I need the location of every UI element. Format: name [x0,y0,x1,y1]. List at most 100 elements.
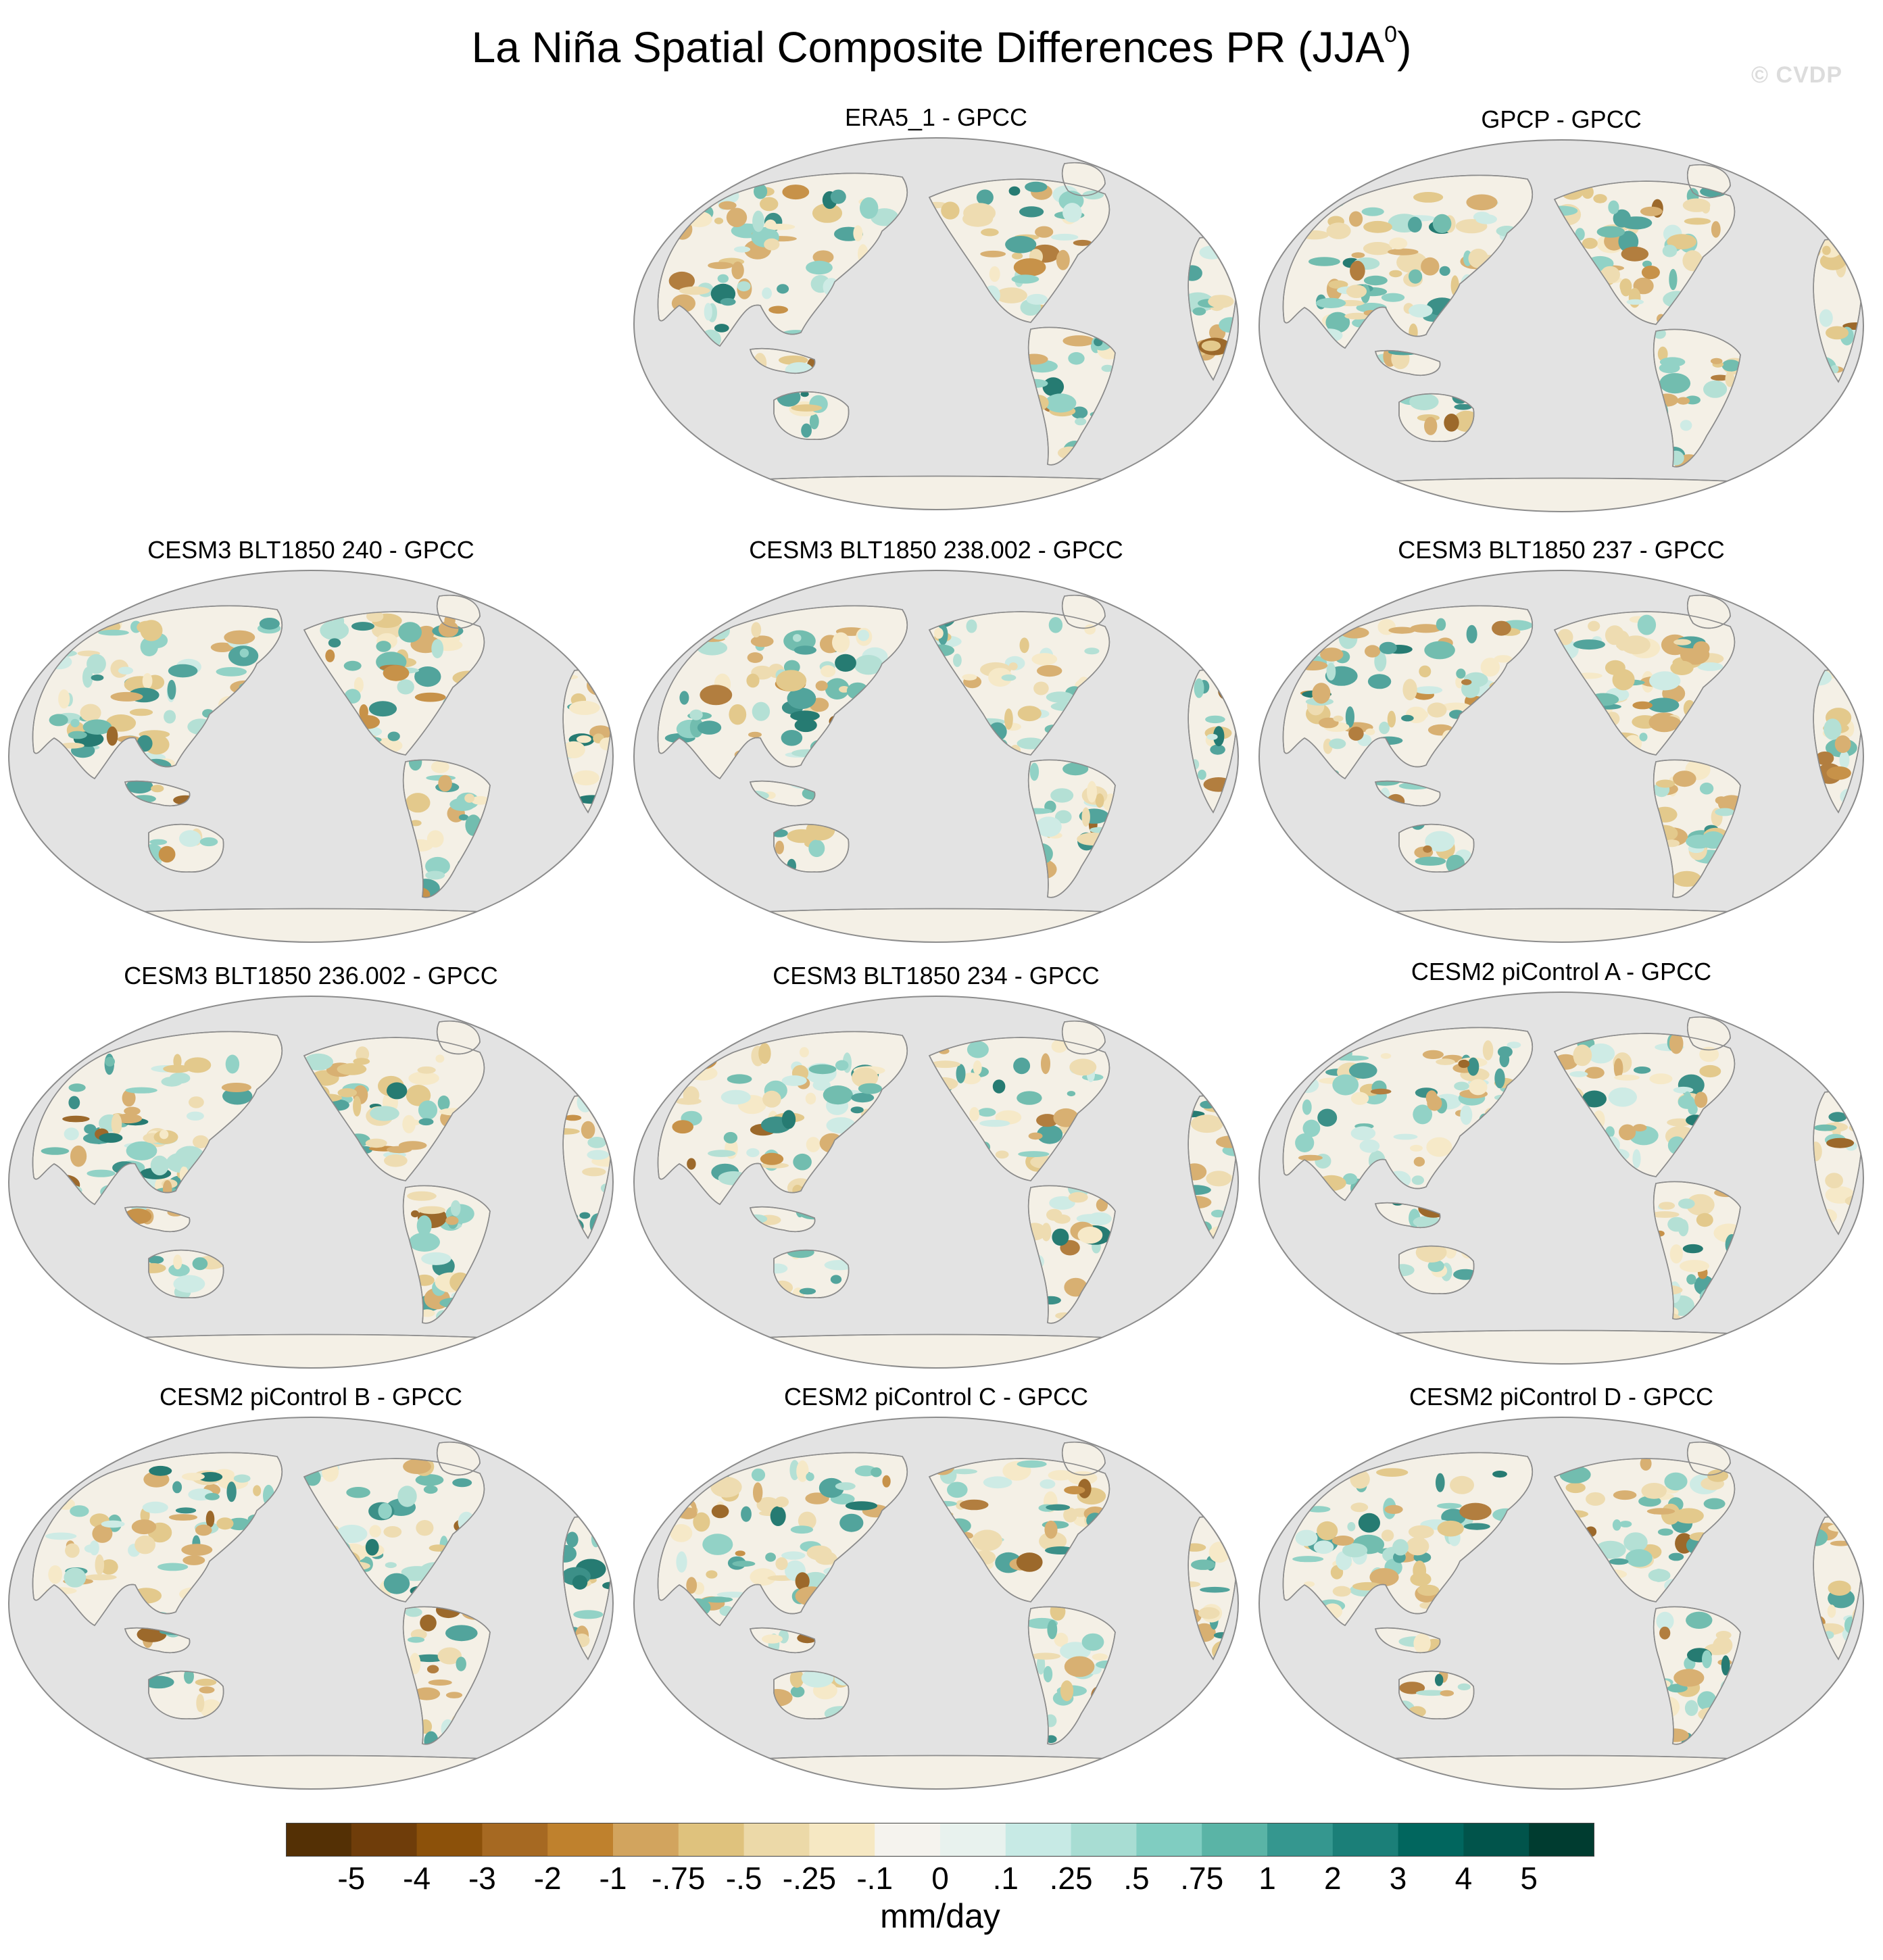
cvdp-watermark: © CVDP [1751,62,1842,88]
coastline-samerica [1027,1185,1116,1324]
coastline-samerica [402,759,491,898]
colorbar-tick-label: 4 [1454,1861,1473,1896]
colorbar-swatch [678,1823,745,1857]
map-frame [633,1417,1239,1790]
coastline-namerica [928,1037,1110,1181]
coastline-indo [124,780,191,807]
land-antarctica [1350,1755,1773,1789]
robinson-map [633,137,1239,510]
coastline-greenland [436,1021,481,1055]
coastline-australia [1398,1245,1475,1294]
coastline-australia [773,1670,850,1719]
figure-title-superscript: 0 [1384,22,1398,47]
colorbar-swatch [416,1823,483,1857]
colorbar-swatch [286,1823,352,1857]
coastline-indo [750,1206,816,1233]
coastline-namerica [303,611,485,756]
map-panel: CESM3 BLT1850 237 - GPCC [1257,535,1865,943]
map-frame [633,570,1239,943]
coastline-greenland [1061,1021,1106,1055]
map-frame [1258,139,1864,512]
colorbar-tick-label: -1 [599,1861,627,1896]
figure-title-text: La Niña Spatial Composite Differences PR… [471,23,1385,72]
colorbar: -5 -4 -3 -2 -1 -.75 -.5 -.25 -.1 0 .1 .25 .5 .75 1 2 3 4 5… [286,1823,1594,1958]
figure-title: La Niña Spatial Composite Differences PR… [0,20,1883,74]
coastline-samerica [402,1606,491,1745]
coastline-indo [1375,349,1441,376]
colorbar-swatch [613,1823,679,1857]
map-frame [1258,570,1864,943]
coastline-australia [148,1249,224,1298]
coastline-namerica [928,178,1110,323]
robinson-map [1258,570,1864,943]
colorbar-tick-label: -4 [403,1861,431,1896]
colorbar-tick-label: 1 [1258,1861,1276,1896]
colorbar-swatches [286,1823,1594,1857]
panel-title: CESM3 BLT1850 238.002 - GPCC [749,536,1123,564]
map-frame [1258,991,1864,1365]
coastline-indo [750,780,816,807]
colorbar-units-label: mm/day [880,1897,1000,1935]
coastline-samerica [1027,1606,1116,1745]
robinson-map [633,570,1239,943]
robinson-map [8,1417,614,1790]
robinson-map [633,1417,1239,1790]
colorbar-tick-label: -3 [468,1861,496,1896]
colorbar-outline [286,1823,1594,1857]
coastline-namerica [303,1458,485,1602]
colorbar-tick-label: 2 [1324,1861,1342,1896]
coastline-indo [124,1206,191,1233]
coastline-greenland [1061,1442,1106,1476]
coastline-namerica [1553,1458,1736,1602]
robinson-map [633,996,1239,1369]
coastline-australia [1398,823,1475,873]
colorbar-swatch [1136,1823,1202,1857]
coastline-eurasia [32,1452,283,1627]
land-antarctica [725,1333,1148,1368]
robinson-map [8,996,614,1369]
coastline-indo [1375,780,1441,807]
coastline-australia [148,823,224,873]
panel-title: CESM2 piControl A - GPCC [1411,958,1712,985]
coastline-australia [773,823,850,873]
colorbar-swatch [1463,1823,1530,1857]
coastline-namerica [1553,611,1736,756]
colorbar-swatch [1529,1823,1594,1857]
coastline-eurasia [657,605,908,780]
coastline-eurasia [1282,605,1534,780]
colorbar-swatch [1267,1823,1334,1857]
coastline-namerica [928,611,1110,756]
map-panel: CESM2 piControl A - GPCC [1257,957,1865,1365]
colorbar-tick-label: -5 [337,1861,366,1896]
land-antarctica [1350,1329,1773,1364]
coastline-eurasia [32,1031,283,1206]
map-panel: CESM3 BLT1850 240 - GPCC [7,535,615,943]
colorbar-tick-label: -.75 [652,1861,706,1896]
coastline-namerica [303,1037,485,1181]
colorbar-tick-label: -.5 [725,1861,762,1896]
map-panel: CESM2 piControl B - GPCC [7,1382,615,1790]
colorbar-swatch [743,1823,810,1857]
map-panel: CESM3 BLT1850 238.002 - GPCC [632,535,1240,943]
panel-title: CESM3 BLT1850 237 - GPCC [1398,536,1725,564]
colorbar-swatch [547,1823,614,1857]
coastline-greenland [1686,595,1731,629]
coastline-samerica [1027,326,1116,466]
land-antarctica [725,1755,1148,1789]
colorbar-tick-label: 5 [1520,1861,1538,1896]
map-panel: ERA5_1 - GPCC [632,103,1240,510]
colorbar-tick-label: -.25 [782,1861,837,1896]
map-frame [1258,1417,1864,1790]
land-antarctica [1350,477,1773,512]
coastline-eurasia [1282,174,1534,349]
coastline-eurasia [657,172,908,347]
colorbar-tick-label: -2 [533,1861,562,1896]
map-panel: CESM3 BLT1850 234 - GPCC [632,961,1240,1369]
map-frame [633,137,1239,510]
coastline-australia [1398,1670,1475,1719]
map-panel: CESM2 piControl D - GPCC [1257,1382,1865,1790]
coastline-namerica [1553,1033,1736,1177]
coastline-namerica [928,1458,1110,1602]
coastline-samerica [1653,1606,1741,1745]
colorbar-swatch [1332,1823,1399,1857]
